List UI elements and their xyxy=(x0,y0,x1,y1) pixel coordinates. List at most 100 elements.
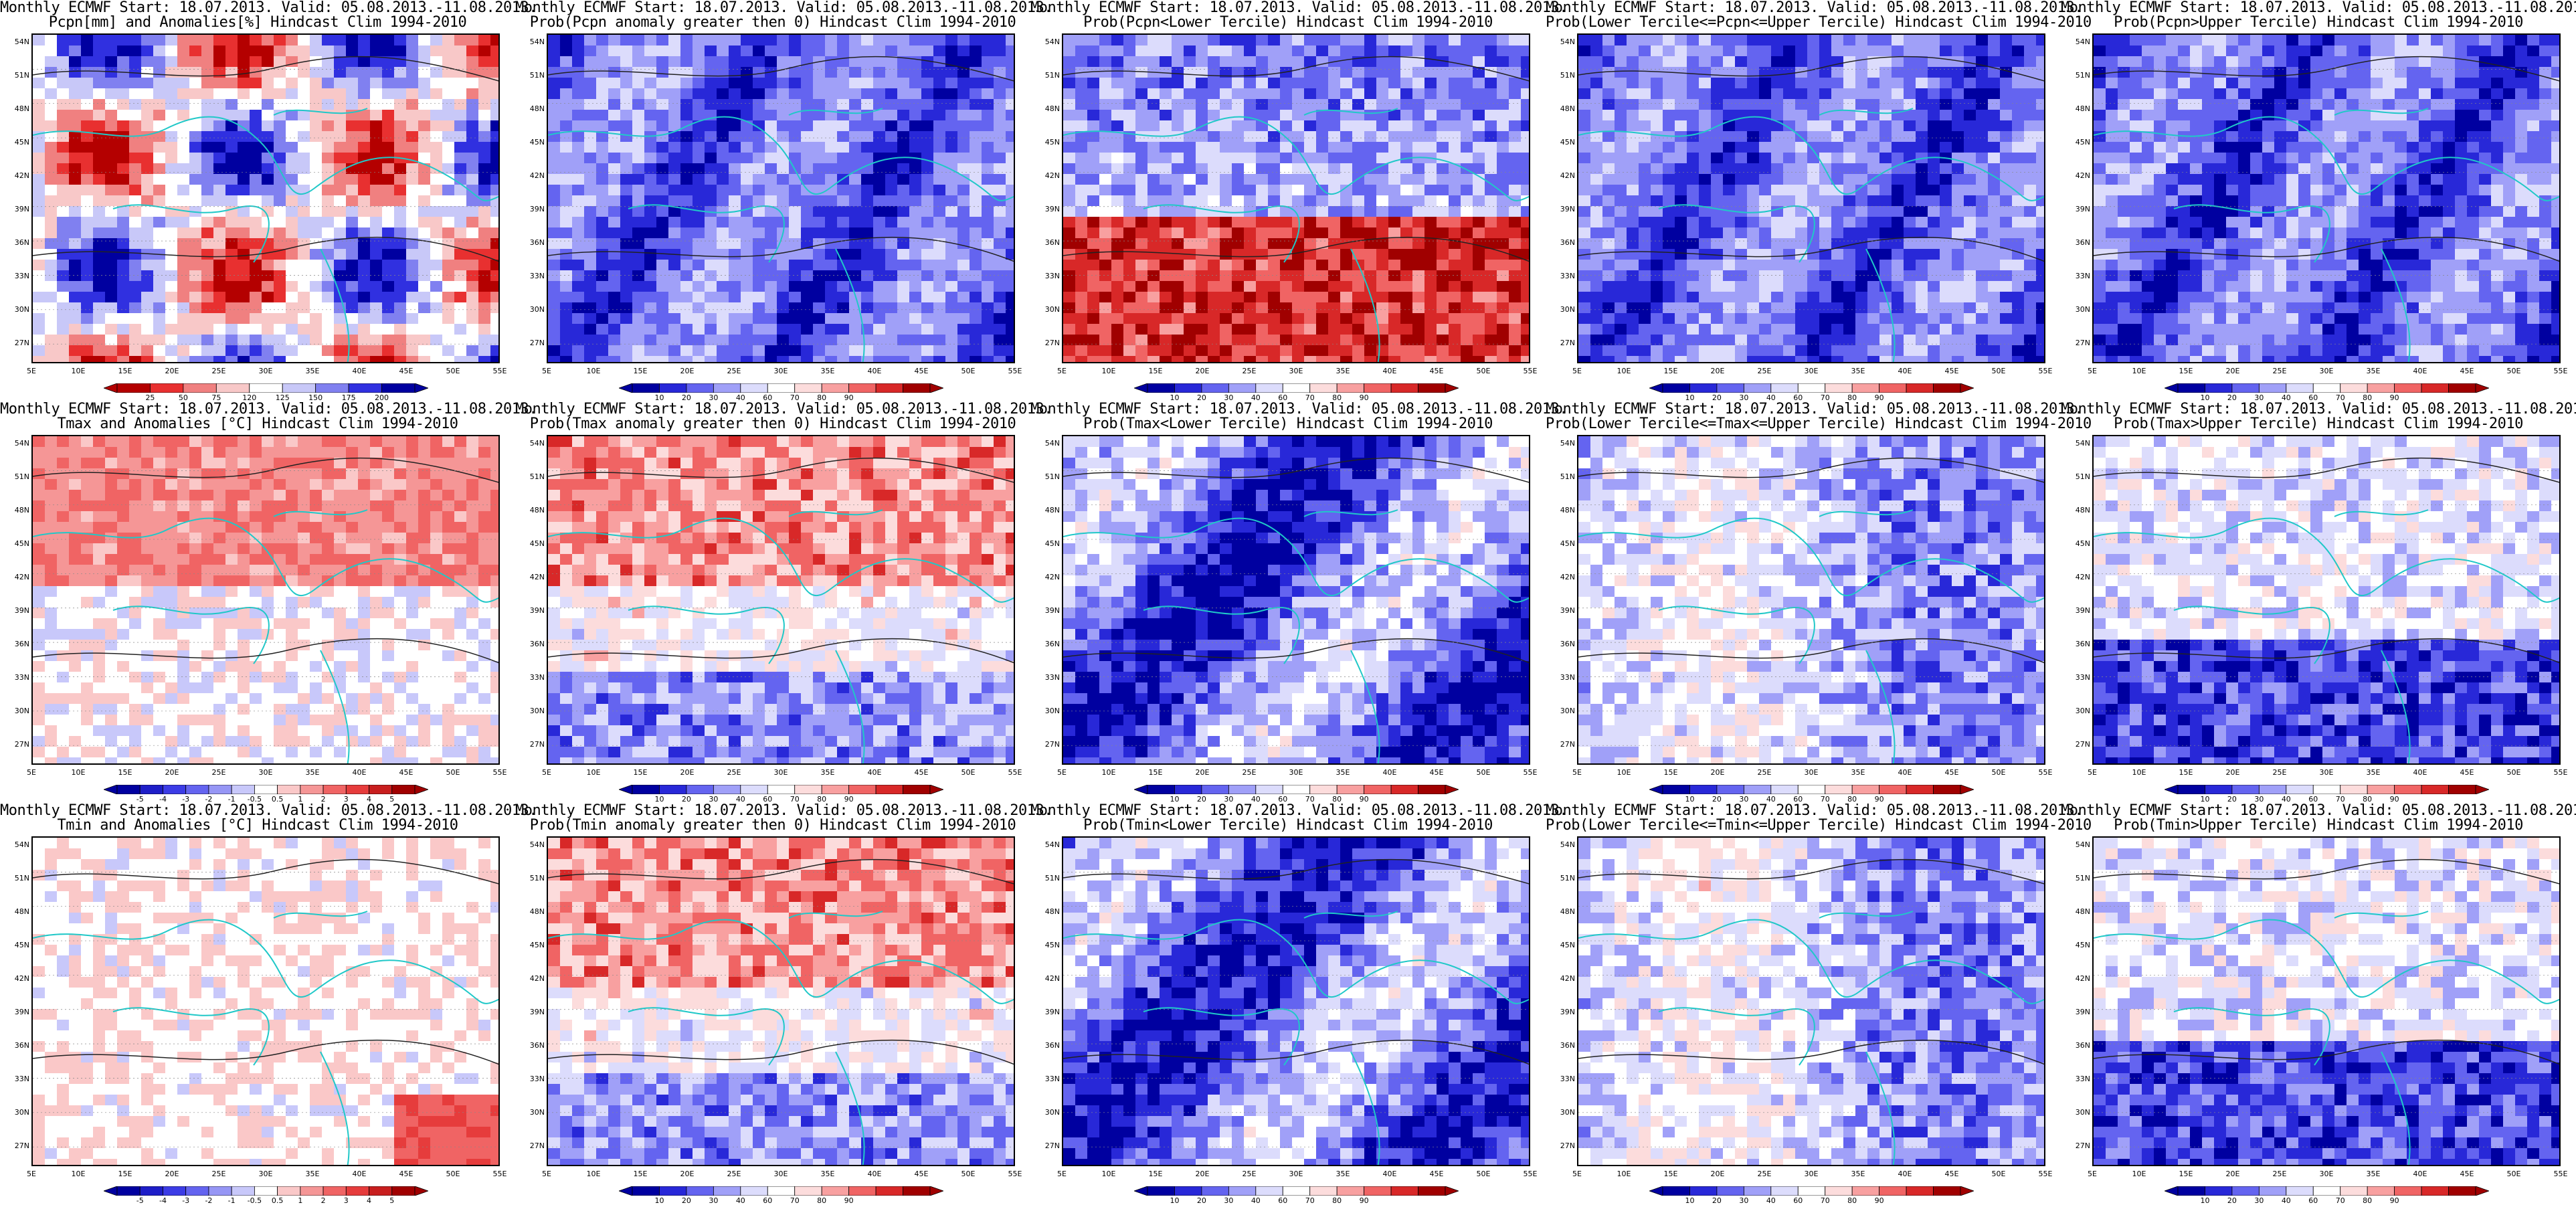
field-cell xyxy=(1244,153,1257,164)
field-cell xyxy=(1639,238,1651,250)
field-cell xyxy=(753,292,765,303)
field-cell xyxy=(1280,120,1293,132)
field-cell xyxy=(1473,131,1485,143)
field-cell xyxy=(466,120,479,132)
field-cell xyxy=(1699,35,1712,46)
field-cell xyxy=(1172,238,1184,250)
field-cell xyxy=(1172,217,1184,228)
field-cell xyxy=(478,142,491,153)
field-cell xyxy=(1352,217,1365,228)
field-cell xyxy=(1400,88,1413,100)
field-cell xyxy=(945,249,958,260)
field-cell xyxy=(1412,302,1425,314)
field-cell xyxy=(1111,238,1124,250)
field-cell xyxy=(1063,292,1076,303)
field-cell xyxy=(225,78,238,89)
field-cell xyxy=(1602,260,1615,271)
field-cell xyxy=(1099,110,1112,121)
field-cell xyxy=(1843,78,1856,89)
field-cell xyxy=(57,217,70,228)
field-cell xyxy=(201,227,214,239)
field-cell xyxy=(129,120,142,132)
field-cell xyxy=(1964,67,1976,78)
field-cell xyxy=(873,313,886,325)
field-cell xyxy=(370,260,383,271)
field-cell xyxy=(668,195,681,207)
field-cell xyxy=(1220,313,1232,325)
field-cell xyxy=(1412,356,1425,362)
field-cell xyxy=(1867,324,1880,335)
field-cell xyxy=(861,335,874,346)
field-cell xyxy=(885,99,898,110)
field-cell xyxy=(189,131,202,143)
field-cell xyxy=(2036,99,2044,110)
field-cell xyxy=(957,99,970,110)
field-cell xyxy=(2036,227,2044,239)
field-cell xyxy=(1075,185,1088,196)
field-cell xyxy=(1063,163,1076,175)
field-cell xyxy=(1075,281,1088,292)
field-cell xyxy=(1916,217,1928,228)
field-cell xyxy=(897,335,910,346)
field-cell xyxy=(825,163,838,175)
field-cell xyxy=(45,185,58,196)
field-cell xyxy=(1099,345,1112,357)
field-cell xyxy=(1328,249,1341,260)
field-cell xyxy=(358,142,371,153)
field-cell xyxy=(1687,153,1699,164)
field-cell xyxy=(1699,110,1712,121)
field-cell xyxy=(1687,302,1699,314)
field-cell xyxy=(2000,78,2013,89)
field-cell xyxy=(994,131,1006,143)
field-cell xyxy=(1867,185,1880,196)
field-cell xyxy=(1388,142,1401,153)
field-cell xyxy=(1280,302,1293,314)
field-cell xyxy=(1424,292,1437,303)
field-cell xyxy=(490,56,498,68)
field-cell xyxy=(1904,217,1916,228)
field-cell xyxy=(1855,45,1868,57)
field-cell xyxy=(1783,227,1796,239)
field-cell xyxy=(1747,185,1760,196)
field-cell xyxy=(262,195,274,207)
field-cell xyxy=(1352,131,1365,143)
field-cell xyxy=(177,324,190,335)
field-cell xyxy=(1723,153,1736,164)
field-cell xyxy=(201,249,214,260)
field-cell xyxy=(1723,78,1736,89)
field-cell xyxy=(1964,292,1976,303)
field-cell xyxy=(933,249,946,260)
field-cell xyxy=(885,120,898,132)
field-cell xyxy=(1795,56,1808,68)
field-cell xyxy=(1364,88,1377,100)
field-cell xyxy=(310,88,323,100)
field-cell xyxy=(1615,120,1627,132)
lon-tick-label: 40E xyxy=(346,367,373,375)
field-cell xyxy=(117,120,130,132)
field-cell xyxy=(1304,35,1317,46)
field-cell xyxy=(1196,335,1208,346)
lat-tick-label: 48N xyxy=(3,104,29,113)
field-cell xyxy=(165,56,178,68)
field-cell xyxy=(2036,110,2044,121)
field-cell xyxy=(644,335,657,346)
field-cell xyxy=(1627,270,1639,282)
field-cell xyxy=(1602,313,1615,325)
field-cell xyxy=(141,78,154,89)
field-cell xyxy=(1497,110,1509,121)
field-cell xyxy=(1256,185,1269,196)
field-cell xyxy=(1087,281,1100,292)
field-cell xyxy=(225,324,238,335)
field-cell xyxy=(370,142,383,153)
field-cell xyxy=(1364,99,1377,110)
field-cell xyxy=(322,99,335,110)
field-cell xyxy=(1904,88,1916,100)
colorbar-arrow-low xyxy=(619,383,632,393)
field-cell xyxy=(632,324,645,335)
field-cell xyxy=(1087,227,1100,239)
field-cell xyxy=(1964,131,1976,143)
field-cell xyxy=(1771,99,1784,110)
field-cell xyxy=(1711,67,1724,78)
field-cell xyxy=(1497,292,1509,303)
field-cell xyxy=(1675,88,1687,100)
